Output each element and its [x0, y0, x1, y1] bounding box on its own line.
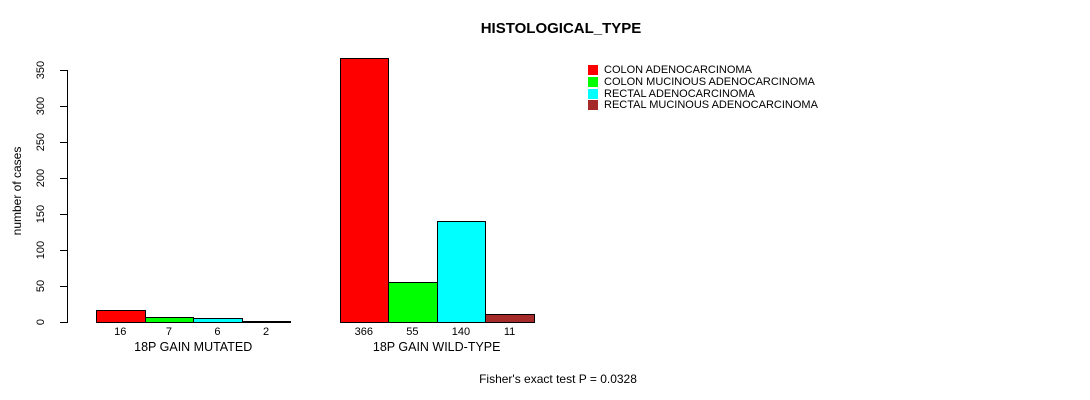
- bar-rectal-mucinous-adenocarcinoma: [485, 314, 535, 323]
- y-tick-mark: [60, 106, 67, 107]
- y-tick-label: 200: [35, 168, 47, 188]
- bar-colon-adenocarcinoma: [339, 58, 390, 323]
- bar-value-label: 7: [165, 326, 172, 338]
- x-axis-category-label: 18P GAIN WILD-TYPE: [372, 340, 501, 354]
- y-tick-mark: [60, 250, 67, 251]
- bar-rectal-mucinous-adenocarcinoma: [241, 321, 292, 323]
- y-tick-mark: [60, 286, 67, 287]
- legend-item: COLON ADENOCARCINOMA: [588, 64, 752, 76]
- y-tick-label: 50: [35, 279, 47, 293]
- legend-item-label: RECTAL ADENOCARCINOMA: [604, 87, 755, 100]
- bar-value-label: 11: [503, 326, 516, 338]
- chart-title: HISTOLOGICAL_TYPE: [480, 20, 642, 37]
- bar-value-label: 140: [451, 326, 471, 338]
- y-tick-mark: [60, 214, 67, 215]
- legend-color-swatch: [588, 65, 598, 75]
- bar-value-label: 2: [263, 326, 270, 338]
- legend-color-swatch: [588, 100, 598, 111]
- y-tick-label: 250: [35, 132, 47, 152]
- y-tick-mark: [60, 322, 67, 323]
- legend-item: RECTAL ADENOCARCINOMA: [588, 88, 755, 100]
- bar-colon-mucinous-adenocarcinoma: [144, 317, 195, 323]
- y-axis-title: number of cases: [10, 146, 24, 236]
- y-tick-mark: [60, 178, 67, 179]
- legend-item: COLON MUCINOUS ADENOCARCINOMA: [588, 76, 815, 88]
- legend-color-swatch: [588, 76, 598, 87]
- bar-value-label: 366: [354, 326, 373, 338]
- legend-item-label: COLON ADENOCARCINOMA: [604, 64, 752, 76]
- bar-value-label: 55: [406, 326, 419, 338]
- bar-colon-adenocarcinoma: [96, 310, 146, 323]
- y-tick-label: 150: [35, 204, 47, 224]
- y-tick-label: 300: [35, 96, 47, 116]
- y-tick-mark: [60, 142, 67, 143]
- y-tick-mark: [60, 70, 67, 71]
- legend-item-label: COLON MUCINOUS ADENOCARCINOMA: [604, 75, 815, 88]
- bar-value-label: 16: [114, 326, 127, 338]
- bar-value-label: 6: [214, 326, 221, 338]
- bar-rectal-adenocarcinoma: [436, 221, 487, 323]
- statistical-test-note: Fisher's exact test P = 0.0328: [479, 372, 637, 386]
- legend-color-swatch: [588, 88, 598, 99]
- x-axis-category-label: 18P GAIN MUTATED: [134, 340, 253, 354]
- legend-item-label: RECTAL MUCINOUS ADENOCARCINOMA: [604, 99, 818, 112]
- y-tick-label: 0: [35, 318, 47, 326]
- bar-rectal-adenocarcinoma: [193, 318, 243, 323]
- legend-item: RECTAL MUCINOUS ADENOCARCINOMA: [588, 99, 818, 111]
- y-axis-line: [67, 70, 68, 323]
- bar-colon-mucinous-adenocarcinoma: [388, 282, 438, 323]
- y-tick-label: 350: [35, 60, 47, 80]
- y-tick-label: 100: [35, 240, 47, 260]
